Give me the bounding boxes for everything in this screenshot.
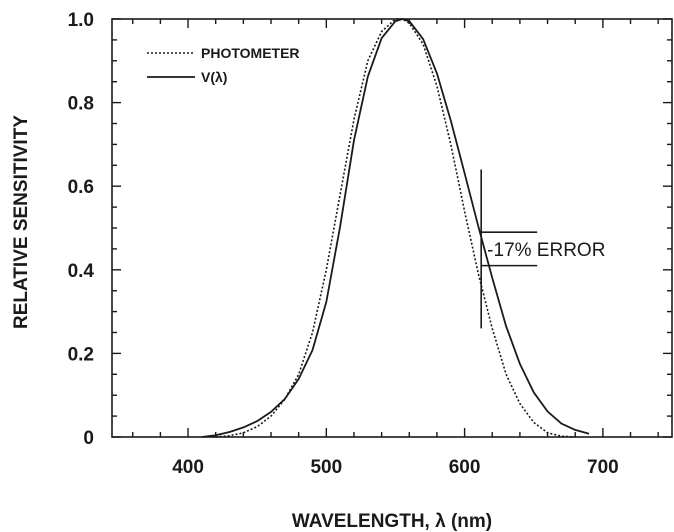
plot-border: [111, 18, 673, 438]
x-tick-label: 400: [172, 457, 204, 478]
x-tick-label: 500: [310, 457, 342, 478]
plot-frame: [111, 18, 673, 438]
series-v-lambda: [201, 18, 590, 438]
y-tick-label: 1.0: [68, 10, 94, 31]
y-axis-title: RELATIVE SENSITIVITY: [11, 115, 32, 329]
series-photometer: [215, 18, 576, 438]
x-tick-label: 600: [449, 457, 481, 478]
y-tick-label: 0: [83, 428, 94, 449]
x-tick-label: 700: [587, 457, 619, 478]
y-tick-label: 0.2: [68, 344, 94, 365]
x-axis: 400 500 600 700: [132, 19, 659, 478]
annotation-label: -17% ERROR: [487, 240, 605, 261]
legend-label-photometer: PHOTOMETER: [201, 45, 300, 61]
series-layer: [201, 18, 590, 438]
y-axis: 0 0.2 0.4 0.6 0.8 1.0: [68, 10, 672, 449]
y-tick-label: 0.8: [68, 94, 94, 115]
y-tick-label: 0.4: [68, 261, 95, 282]
legend: PHOTOMETER V(λ): [147, 45, 300, 85]
x-axis-title: WAVELENGTH, λ (nm): [292, 511, 492, 532]
legend-label-v-lambda: V(λ): [201, 69, 227, 85]
y-tick-label: 0.6: [68, 177, 94, 198]
annotation: -17% ERROR: [480, 169, 605, 329]
